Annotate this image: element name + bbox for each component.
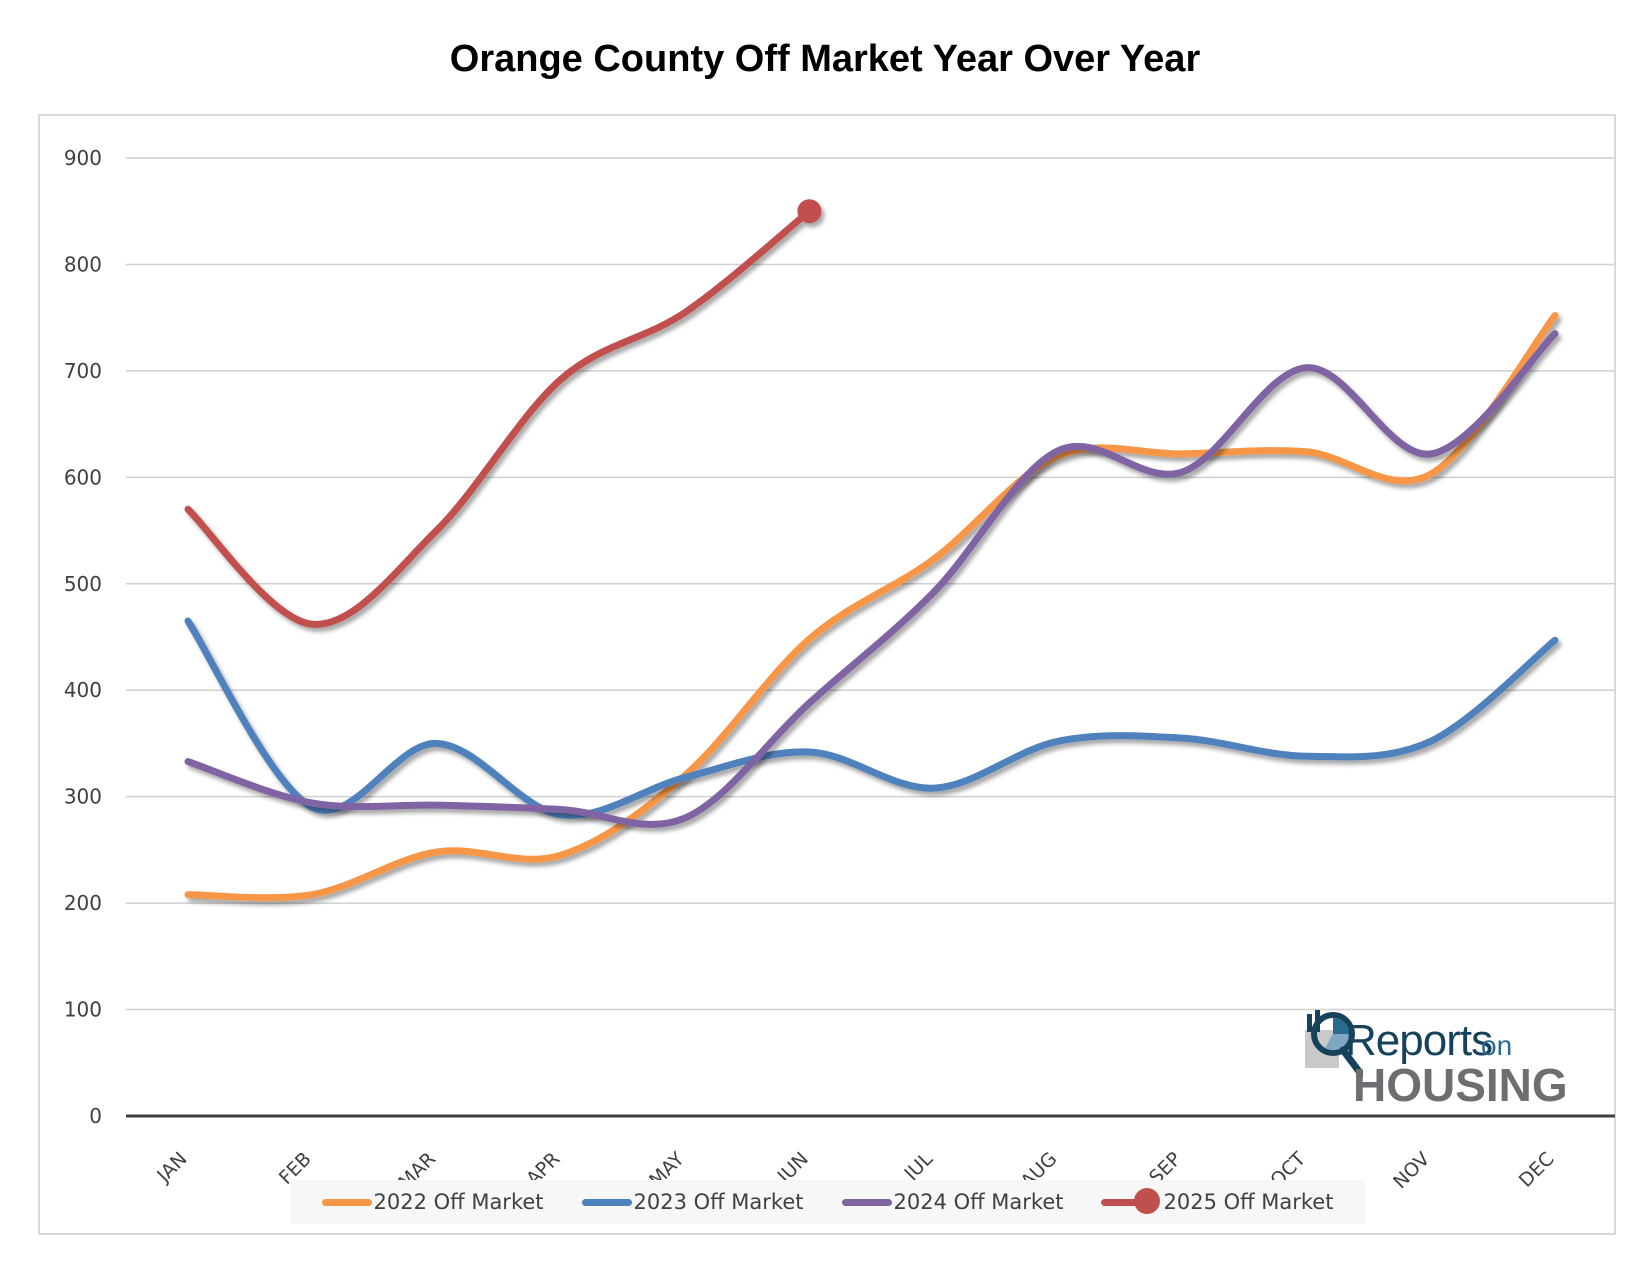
y-tick-label: 600	[64, 465, 102, 489]
y-tick-label: 900	[64, 146, 102, 170]
legend-label: 2022 Off Market	[373, 1190, 544, 1214]
legend-label: 2024 Off Market	[893, 1190, 1064, 1214]
legend-swatch	[321, 1196, 372, 1208]
x-tick-label: NOV	[1389, 1148, 1434, 1193]
series-2022-off-market	[184, 312, 1559, 902]
legend-marker-icon	[1134, 1188, 1161, 1214]
legend-item: 2024 Off Market	[841, 1190, 1064, 1214]
series-line-2025-off-market	[184, 207, 813, 628]
legend-item: 2025 Off Market	[1101, 1188, 1334, 1214]
logo-reports-text: Reports	[1345, 1016, 1493, 1065]
y-tick-label: 0	[89, 1104, 102, 1128]
legend-label: 2025 Off Market	[1163, 1190, 1334, 1214]
logo-on-text: on	[1481, 1030, 1513, 1061]
legend-swatch	[841, 1196, 892, 1208]
series-2023-off-market	[184, 617, 1559, 819]
chart-title: Orange County Off Market Year Over Year	[449, 38, 1201, 80]
series-2024-off-market	[184, 330, 1559, 828]
y-tick-label: 700	[64, 359, 102, 383]
legend-item: 2023 Off Market	[581, 1190, 804, 1214]
series-end-marker	[797, 199, 822, 224]
legend-swatch	[1101, 1188, 1161, 1214]
series-line-2022-off-market	[184, 312, 1559, 902]
series-2025-off-market	[184, 199, 822, 628]
logo-magnifier-icon	[1305, 1010, 1363, 1078]
legend-label: 2023 Off Market	[633, 1190, 804, 1214]
y-tick-label: 500	[64, 572, 102, 596]
y-tick-label: 800	[64, 252, 102, 276]
legend-item: 2022 Off Market	[321, 1190, 544, 1214]
logo-housing-text: HOUSING	[1353, 1059, 1568, 1111]
chart-legend: 2022 Off Market 2023 Off Market 2024 Off M…	[290, 1180, 1365, 1224]
series-line-2023-off-market	[184, 617, 1559, 819]
chart-frame	[38, 114, 1616, 1235]
y-tick-label: 200	[64, 891, 102, 915]
x-tick-label: DEC	[1515, 1148, 1559, 1192]
x-tick-label: JAN	[152, 1148, 191, 1187]
y-tick-label: 100	[64, 998, 102, 1022]
series-line-2024-off-market	[184, 330, 1559, 828]
legend-swatch	[581, 1196, 632, 1208]
y-tick-label: 300	[64, 785, 102, 809]
reports-on-housing-logo: Reports on HOUSING	[1303, 1010, 1583, 1111]
y-tick-label: 400	[64, 678, 102, 702]
